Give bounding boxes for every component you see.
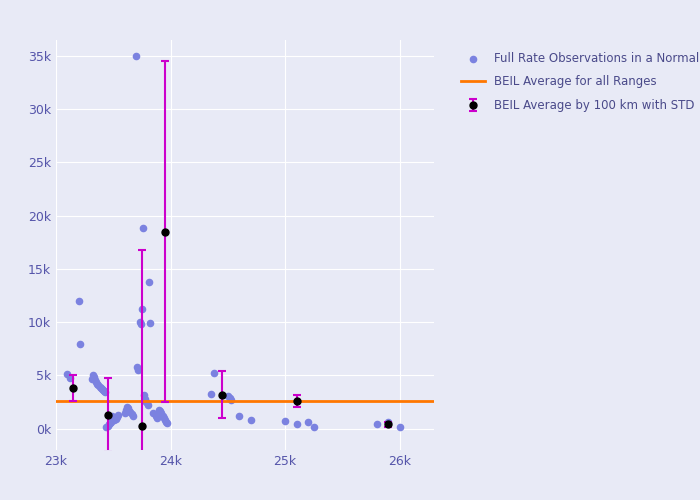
Full Rate Observations in a Normal Point: [291, 420, 302, 428]
Full Rate Observations in a Normal Point: [121, 404, 132, 411]
Full Rate Observations in a Normal Point: [101, 422, 112, 430]
Full Rate Observations in a Normal Point: [97, 386, 108, 394]
Full Rate Observations in a Normal Point: [110, 415, 121, 423]
Full Rate Observations in a Normal Point: [205, 390, 216, 398]
Full Rate Observations in a Normal Point: [135, 320, 146, 328]
Full Rate Observations in a Normal Point: [148, 408, 159, 416]
Full Rate Observations in a Normal Point: [155, 406, 166, 414]
Full Rate Observations in a Normal Point: [125, 408, 136, 416]
Full Rate Observations in a Normal Point: [234, 412, 245, 420]
Full Rate Observations in a Normal Point: [102, 422, 113, 430]
Full Rate Observations in a Normal Point: [279, 417, 290, 425]
Full Rate Observations in a Normal Point: [96, 386, 107, 394]
Full Rate Observations in a Normal Point: [132, 363, 143, 371]
Full Rate Observations in a Normal Point: [142, 402, 153, 409]
Full Rate Observations in a Normal Point: [126, 410, 137, 418]
Full Rate Observations in a Normal Point: [302, 418, 314, 426]
Full Rate Observations in a Normal Point: [158, 414, 169, 422]
Full Rate Observations in a Normal Point: [140, 395, 151, 403]
Full Rate Observations in a Normal Point: [87, 372, 98, 380]
Full Rate Observations in a Normal Point: [127, 412, 139, 420]
Full Rate Observations in a Normal Point: [160, 418, 172, 426]
Full Rate Observations in a Normal Point: [93, 381, 104, 389]
Full Rate Observations in a Normal Point: [383, 418, 394, 426]
Full Rate Observations in a Normal Point: [104, 420, 116, 428]
Legend: Full Rate Observations in a Normal Point, BEIL Average for all Ranges, BEIL Aver: Full Rate Observations in a Normal Point…: [455, 46, 700, 118]
Full Rate Observations in a Normal Point: [62, 370, 73, 378]
Full Rate Observations in a Normal Point: [108, 414, 119, 422]
Full Rate Observations in a Normal Point: [150, 412, 161, 420]
Full Rate Observations in a Normal Point: [134, 318, 145, 326]
Full Rate Observations in a Normal Point: [103, 420, 114, 428]
Full Rate Observations in a Normal Point: [222, 392, 233, 400]
Full Rate Observations in a Normal Point: [394, 422, 405, 430]
Full Rate Observations in a Normal Point: [159, 416, 170, 424]
Full Rate Observations in a Normal Point: [141, 398, 152, 406]
Full Rate Observations in a Normal Point: [111, 413, 122, 421]
Full Rate Observations in a Normal Point: [86, 374, 97, 382]
Full Rate Observations in a Normal Point: [88, 372, 99, 380]
Full Rate Observations in a Normal Point: [74, 340, 85, 347]
Full Rate Observations in a Normal Point: [133, 366, 144, 374]
Full Rate Observations in a Normal Point: [112, 411, 123, 419]
Full Rate Observations in a Normal Point: [137, 224, 148, 232]
Full Rate Observations in a Normal Point: [157, 412, 168, 420]
Full Rate Observations in a Normal Point: [136, 306, 148, 314]
Full Rate Observations in a Normal Point: [153, 406, 164, 413]
Full Rate Observations in a Normal Point: [122, 404, 134, 412]
Full Rate Observations in a Normal Point: [106, 412, 118, 420]
Full Rate Observations in a Normal Point: [144, 320, 155, 328]
Full Rate Observations in a Normal Point: [209, 370, 220, 378]
Full Rate Observations in a Normal Point: [92, 380, 103, 388]
Full Rate Observations in a Normal Point: [120, 406, 132, 413]
Full Rate Observations in a Normal Point: [64, 374, 76, 382]
Full Rate Observations in a Normal Point: [119, 408, 130, 416]
Full Rate Observations in a Normal Point: [144, 278, 155, 285]
Full Rate Observations in a Normal Point: [90, 378, 101, 386]
Full Rate Observations in a Normal Point: [225, 396, 237, 404]
Full Rate Observations in a Normal Point: [124, 406, 135, 414]
Full Rate Observations in a Normal Point: [74, 297, 85, 305]
Full Rate Observations in a Normal Point: [308, 422, 319, 430]
Full Rate Observations in a Normal Point: [151, 414, 162, 422]
Full Rate Observations in a Normal Point: [99, 388, 110, 396]
Full Rate Observations in a Normal Point: [162, 420, 173, 428]
Full Rate Observations in a Normal Point: [139, 390, 150, 398]
Full Rate Observations in a Normal Point: [131, 52, 142, 60]
Full Rate Observations in a Normal Point: [106, 418, 117, 426]
Full Rate Observations in a Normal Point: [371, 420, 382, 428]
Full Rate Observations in a Normal Point: [94, 383, 105, 391]
Full Rate Observations in a Normal Point: [108, 416, 120, 424]
Full Rate Observations in a Normal Point: [90, 376, 101, 384]
Full Rate Observations in a Normal Point: [99, 388, 111, 396]
Full Rate Observations in a Normal Point: [225, 394, 236, 402]
Full Rate Observations in a Normal Point: [245, 416, 256, 424]
Full Rate Observations in a Normal Point: [95, 384, 106, 392]
Full Rate Observations in a Normal Point: [156, 408, 167, 416]
